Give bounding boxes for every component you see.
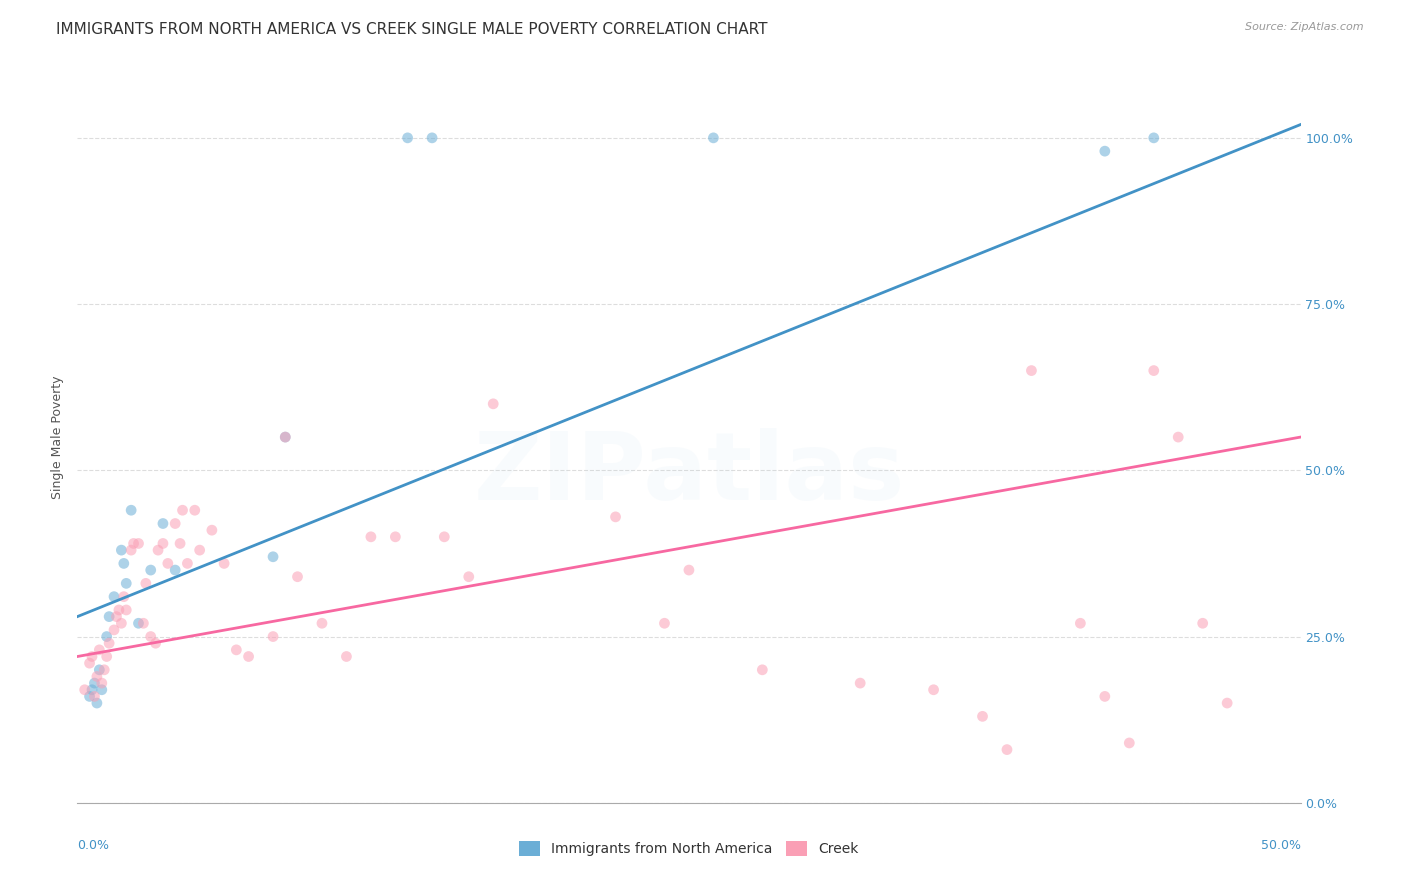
Point xyxy=(120,503,142,517)
Point xyxy=(90,676,112,690)
Point xyxy=(139,630,162,644)
Point xyxy=(172,503,194,517)
Point xyxy=(384,530,406,544)
Point xyxy=(420,131,443,145)
Point xyxy=(145,636,167,650)
Point xyxy=(146,543,169,558)
Point xyxy=(98,636,121,650)
Point xyxy=(238,649,260,664)
Legend: Immigrants from North America, Creek: Immigrants from North America, Creek xyxy=(513,836,865,862)
Point xyxy=(262,630,284,644)
Point xyxy=(89,663,111,677)
Point xyxy=(433,530,456,544)
Point xyxy=(274,430,297,444)
Text: IMMIGRANTS FROM NORTH AMERICA VS CREEK SINGLE MALE POVERTY CORRELATION CHART: IMMIGRANTS FROM NORTH AMERICA VS CREEK S… xyxy=(56,22,768,37)
Text: 50.0%: 50.0% xyxy=(1261,839,1301,853)
Point xyxy=(335,649,357,664)
Text: ZIPatlas: ZIPatlas xyxy=(474,427,904,520)
Point xyxy=(1094,690,1116,704)
Point xyxy=(80,682,103,697)
Text: 0.0%: 0.0% xyxy=(77,839,110,853)
Point xyxy=(110,616,132,631)
Point xyxy=(83,690,105,704)
Point xyxy=(122,536,145,550)
Point xyxy=(152,516,174,531)
Point xyxy=(98,609,121,624)
Point xyxy=(132,616,155,631)
Point xyxy=(176,557,198,571)
Point xyxy=(90,682,112,697)
Point xyxy=(274,430,297,444)
Point xyxy=(115,603,138,617)
Point xyxy=(86,669,108,683)
Point xyxy=(457,570,479,584)
Y-axis label: Single Male Poverty: Single Male Poverty xyxy=(51,376,65,499)
Point xyxy=(1143,363,1166,377)
Point xyxy=(702,131,724,145)
Point xyxy=(972,709,994,723)
Point xyxy=(169,536,191,550)
Point xyxy=(83,676,105,690)
Point xyxy=(1021,363,1043,377)
Point xyxy=(678,563,700,577)
Point xyxy=(108,603,131,617)
Point xyxy=(360,530,382,544)
Point xyxy=(995,742,1018,756)
Point xyxy=(1216,696,1239,710)
Point xyxy=(311,616,333,631)
Point xyxy=(79,690,101,704)
Point xyxy=(922,682,945,697)
Point xyxy=(1094,144,1116,158)
Point xyxy=(654,616,676,631)
Point xyxy=(287,570,309,584)
Point xyxy=(482,397,505,411)
Point xyxy=(1167,430,1189,444)
Point xyxy=(112,590,135,604)
Point xyxy=(89,643,111,657)
Point xyxy=(110,543,132,558)
Point xyxy=(225,643,247,657)
Point xyxy=(1191,616,1213,631)
Point xyxy=(112,557,135,571)
Point xyxy=(212,557,235,571)
Point xyxy=(80,649,103,664)
Point xyxy=(73,682,96,697)
Point xyxy=(79,656,101,670)
Point xyxy=(96,630,118,644)
Point xyxy=(188,543,211,558)
Point xyxy=(86,696,108,710)
Point xyxy=(103,590,125,604)
Point xyxy=(751,663,773,677)
Point xyxy=(115,576,138,591)
Point xyxy=(105,609,128,624)
Point xyxy=(156,557,179,571)
Point xyxy=(605,509,627,524)
Point xyxy=(165,563,187,577)
Point xyxy=(93,663,115,677)
Point xyxy=(152,536,174,550)
Point xyxy=(96,649,118,664)
Point xyxy=(127,536,149,550)
Point xyxy=(135,576,157,591)
Point xyxy=(139,563,162,577)
Point xyxy=(127,616,149,631)
Point xyxy=(396,131,419,145)
Point xyxy=(1069,616,1091,631)
Point xyxy=(849,676,872,690)
Point xyxy=(103,623,125,637)
Point xyxy=(165,516,187,531)
Point xyxy=(262,549,284,564)
Point xyxy=(184,503,207,517)
Point xyxy=(1118,736,1140,750)
Point xyxy=(120,543,142,558)
Text: Source: ZipAtlas.com: Source: ZipAtlas.com xyxy=(1246,22,1364,32)
Point xyxy=(201,523,224,537)
Point xyxy=(1143,131,1166,145)
